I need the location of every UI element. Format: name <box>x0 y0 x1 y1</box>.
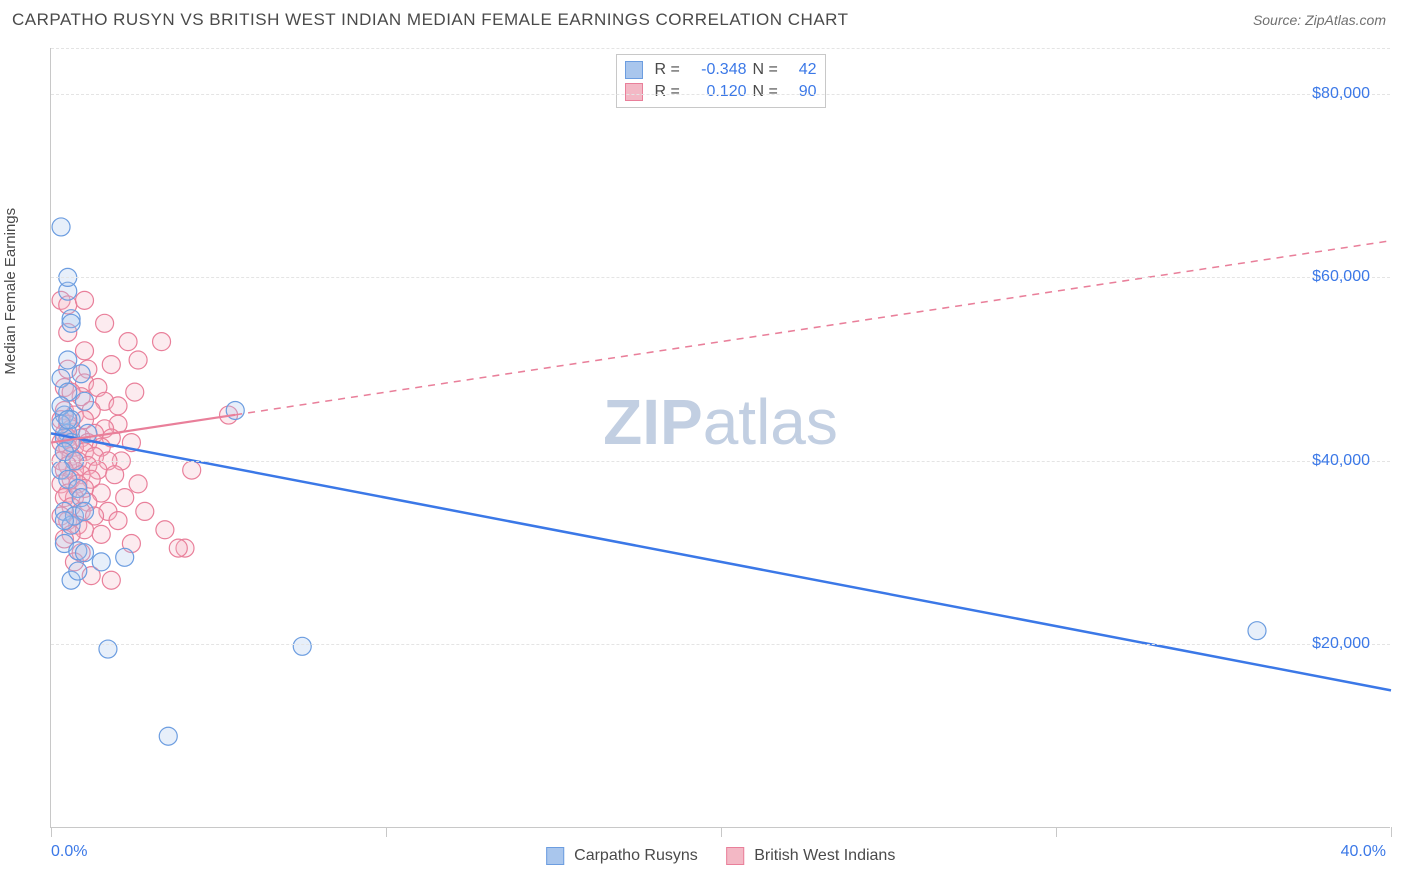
legend-swatch-1 <box>625 83 643 101</box>
x-tick-label: 40.0% <box>1341 843 1386 861</box>
y-tick-label: $60,000 <box>1312 268 1370 286</box>
legend-r-label-1: R = <box>655 81 683 103</box>
series-legend: Carpatho Rusyns British West Indians <box>546 847 896 865</box>
legend-swatch-0 <box>625 61 643 79</box>
y-axis-label: Median Female Earnings <box>2 208 19 375</box>
legend-r-value-0: -0.348 <box>689 59 747 81</box>
legend-n-value-0: 42 <box>787 59 817 81</box>
legend-label-1: British West Indians <box>754 847 895 864</box>
chart-title: CARPATHO RUSYN VS BRITISH WEST INDIAN ME… <box>12 10 849 30</box>
chart-container: Median Female Earnings ZIPatlas R = -0.3… <box>12 48 1394 868</box>
x-tick-label: 0.0% <box>51 843 87 861</box>
source-label: Source: <box>1253 12 1301 28</box>
y-tick-label: $20,000 <box>1312 635 1370 653</box>
legend-row-series-1: R = 0.120 N = 90 <box>625 81 817 103</box>
y-tick-label: $40,000 <box>1312 452 1370 470</box>
chart-source: Source: ZipAtlas.com <box>1253 12 1386 28</box>
legend-r-value-1: 0.120 <box>689 81 747 103</box>
chart-header: CARPATHO RUSYN VS BRITISH WEST INDIAN ME… <box>0 0 1406 34</box>
legend-swatch-icon <box>546 847 564 865</box>
correlation-legend: R = -0.348 N = 42 R = 0.120 N = 90 <box>616 54 826 108</box>
legend-item-1: British West Indians <box>726 847 896 865</box>
source-value: ZipAtlas.com <box>1305 12 1386 28</box>
legend-n-value-1: 90 <box>787 81 817 103</box>
legend-n-label-1: N = <box>753 81 781 103</box>
legend-n-label-0: N = <box>753 59 781 81</box>
legend-row-series-0: R = -0.348 N = 42 <box>625 59 817 81</box>
legend-swatch-icon <box>726 847 744 865</box>
legend-label-0: Carpatho Rusyns <box>574 847 698 864</box>
plot-svg <box>51 48 1390 827</box>
plot-area: ZIPatlas R = -0.348 N = 42 R = 0.120 N =… <box>50 48 1390 828</box>
legend-r-label-0: R = <box>655 59 683 81</box>
y-tick-label: $80,000 <box>1312 85 1370 103</box>
legend-item-0: Carpatho Rusyns <box>546 847 698 865</box>
